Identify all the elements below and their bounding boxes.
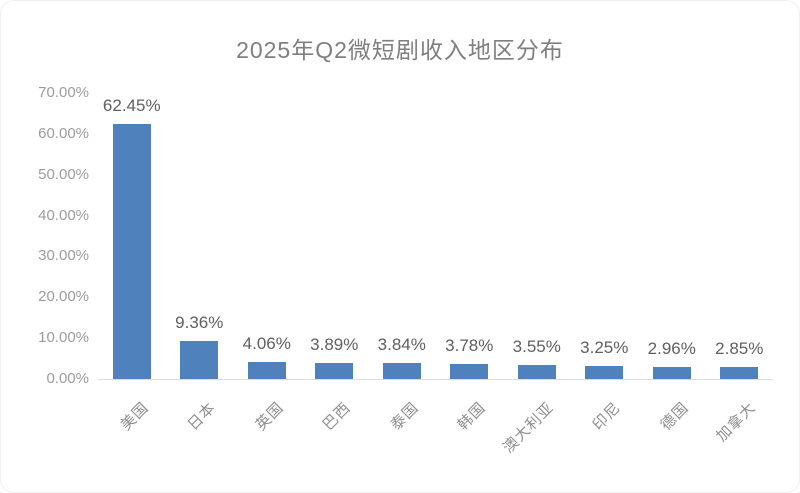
bar-5 — [382, 363, 421, 379]
bar-7 — [517, 364, 556, 379]
bar-6 — [450, 363, 489, 379]
bar-slot: 62.45% 美国 — [98, 93, 166, 434]
y-axis-tick-label: 30.00% — [38, 247, 89, 265]
bar-slot: 3.25% 印尼 — [571, 93, 639, 434]
bar-slot: 3.89% 巴西 — [301, 93, 369, 434]
bar-slot: 2.96% 德国 — [638, 93, 706, 434]
bar-slot: 4.06% 英国 — [233, 93, 301, 433]
bar-slot: 3.55% 澳大利亚 — [500, 93, 571, 457]
bar-1 — [112, 123, 151, 379]
value-label: 3.55% — [512, 336, 561, 356]
value-label: 4.06% — [242, 334, 291, 354]
value-label: 3.25% — [580, 337, 629, 357]
category-label: 加拿大 — [713, 399, 760, 446]
category-label: 巴西 — [319, 399, 355, 434]
category-label: 印尼 — [589, 399, 625, 434]
bar-8 — [585, 365, 624, 379]
value-label: 3.89% — [310, 335, 359, 355]
category-label: 英国 — [252, 399, 287, 434]
category-label: 日本 — [184, 399, 220, 434]
bar-slot: 3.78% 韩国 — [436, 93, 504, 434]
bar-slot: 3.84% 泰国 — [368, 93, 436, 433]
y-axis-tick-label: 40.00% — [38, 206, 89, 224]
y-axis-tick-label: 50.00% — [38, 165, 89, 183]
y-axis-tick-label: 60.00% — [38, 124, 89, 142]
value-label: 9.36% — [175, 312, 224, 332]
y-axis-tick-label: 20.00% — [38, 288, 89, 306]
bar-9 — [652, 366, 691, 379]
y-axis-tick-label: 10.00% — [38, 329, 89, 347]
plot-area: 62.45% 美国 9.36% 日本 4.06% 英国 3.89% 巴西 3.84% 泰国 3.78… — [98, 93, 774, 457]
bar-4 — [315, 363, 354, 379]
value-label: 3.78% — [445, 335, 494, 355]
category-label: 韩国 — [454, 399, 490, 434]
value-label: 3.84% — [377, 335, 426, 355]
value-label: 62.45% — [102, 95, 161, 115]
y-axis-tick-label: 70.00% — [38, 84, 89, 101]
bar-slot: 2.85% 加拿大 — [706, 93, 774, 445]
bar-slot: 9.36% 日本 — [166, 93, 234, 434]
category-label: 澳大利亚 — [499, 399, 557, 457]
bar-2 — [180, 340, 219, 379]
category-label: 德国 — [657, 399, 692, 434]
y-axis: 70.00% 60.00% 50.00% 40.00% 30.00% 20.00% 10.0… — [1, 1, 91, 492]
value-label: 2.96% — [647, 338, 696, 358]
category-label: 美国 — [117, 399, 152, 434]
bar-10 — [720, 367, 759, 379]
chart-title: 2025年Q2微短剧收入地区分布 — [236, 37, 564, 63]
y-axis-tick-label: 0.00% — [46, 370, 89, 387]
category-label: 泰国 — [387, 399, 422, 434]
bar-3 — [247, 362, 286, 379]
value-label: 2.85% — [715, 339, 764, 359]
